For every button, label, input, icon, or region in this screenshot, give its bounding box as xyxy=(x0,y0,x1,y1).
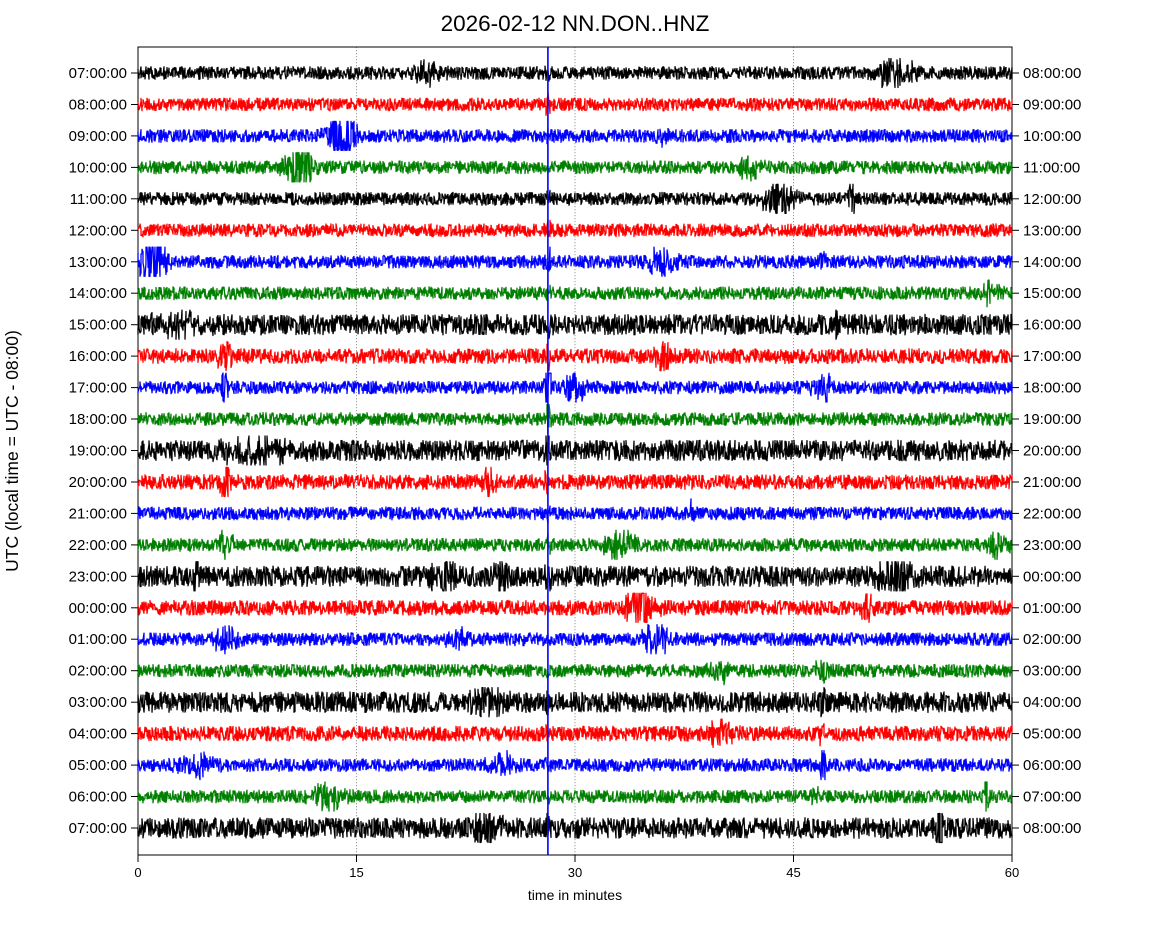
svg-text:00:00:00: 00:00:00 xyxy=(1023,568,1081,585)
svg-text:19:00:00: 19:00:00 xyxy=(69,443,127,460)
svg-text:07:00:00: 07:00:00 xyxy=(1023,789,1081,806)
svg-text:03:00:00: 03:00:00 xyxy=(1023,663,1081,680)
svg-text:04:00:00: 04:00:00 xyxy=(1023,694,1081,711)
svg-text:08:00:00: 08:00:00 xyxy=(1023,65,1081,82)
svg-text:11:00:00: 11:00:00 xyxy=(1023,159,1080,176)
svg-text:12:00:00: 12:00:00 xyxy=(69,222,127,239)
svg-text:22:00:00: 22:00:00 xyxy=(1023,505,1081,522)
svg-text:13:00:00: 13:00:00 xyxy=(69,254,127,271)
svg-text:06:00:00: 06:00:00 xyxy=(1023,757,1081,774)
svg-text:00:00:00: 00:00:00 xyxy=(69,600,127,617)
svg-text:06:00:00: 06:00:00 xyxy=(69,789,127,806)
svg-text:02:00:00: 02:00:00 xyxy=(1023,631,1081,648)
svg-text:23:00:00: 23:00:00 xyxy=(69,568,127,585)
svg-text:17:00:00: 17:00:00 xyxy=(1023,348,1081,365)
svg-text:02:00:00: 02:00:00 xyxy=(69,663,127,680)
svg-text:11:00:00: 11:00:00 xyxy=(70,191,127,208)
svg-text:05:00:00: 05:00:00 xyxy=(1023,726,1081,743)
svg-text:time in minutes: time in minutes xyxy=(528,887,622,903)
svg-text:2026-02-12 NN.DON..HNZ: 2026-02-12 NN.DON..HNZ xyxy=(441,11,710,36)
svg-text:18:00:00: 18:00:00 xyxy=(1023,380,1081,397)
svg-text:07:00:00: 07:00:00 xyxy=(69,820,127,837)
svg-text:0: 0 xyxy=(134,865,141,880)
svg-text:09:00:00: 09:00:00 xyxy=(1023,97,1081,114)
svg-text:10:00:00: 10:00:00 xyxy=(69,159,127,176)
svg-text:01:00:00: 01:00:00 xyxy=(69,631,127,648)
svg-text:15: 15 xyxy=(349,865,363,880)
svg-text:07:00:00: 07:00:00 xyxy=(69,65,127,82)
svg-text:30: 30 xyxy=(568,865,582,880)
svg-text:12:00:00: 12:00:00 xyxy=(1023,191,1081,208)
svg-text:08:00:00: 08:00:00 xyxy=(69,97,127,114)
svg-text:17:00:00: 17:00:00 xyxy=(69,380,127,397)
svg-text:20:00:00: 20:00:00 xyxy=(1023,443,1081,460)
svg-text:15:00:00: 15:00:00 xyxy=(1023,285,1081,302)
svg-text:23:00:00: 23:00:00 xyxy=(1023,537,1081,554)
svg-text:15:00:00: 15:00:00 xyxy=(69,317,127,334)
svg-text:UTC (local time = UTC - 08:00): UTC (local time = UTC - 08:00) xyxy=(2,330,22,572)
svg-text:14:00:00: 14:00:00 xyxy=(69,285,127,302)
svg-text:18:00:00: 18:00:00 xyxy=(69,411,127,428)
svg-text:60: 60 xyxy=(1005,865,1019,880)
svg-text:04:00:00: 04:00:00 xyxy=(69,726,127,743)
svg-text:19:00:00: 19:00:00 xyxy=(1023,411,1081,428)
svg-text:14:00:00: 14:00:00 xyxy=(1023,254,1081,271)
svg-text:22:00:00: 22:00:00 xyxy=(69,537,127,554)
svg-text:45: 45 xyxy=(786,865,800,880)
svg-text:08:00:00: 08:00:00 xyxy=(1023,820,1081,837)
svg-text:05:00:00: 05:00:00 xyxy=(69,757,127,774)
svg-text:10:00:00: 10:00:00 xyxy=(1023,128,1081,145)
svg-text:21:00:00: 21:00:00 xyxy=(69,505,127,522)
svg-text:13:00:00: 13:00:00 xyxy=(1023,222,1081,239)
svg-text:20:00:00: 20:00:00 xyxy=(69,474,127,491)
svg-text:09:00:00: 09:00:00 xyxy=(69,128,127,145)
svg-text:16:00:00: 16:00:00 xyxy=(1023,317,1081,334)
svg-text:16:00:00: 16:00:00 xyxy=(69,348,127,365)
svg-text:03:00:00: 03:00:00 xyxy=(69,694,127,711)
svg-text:21:00:00: 21:00:00 xyxy=(1023,474,1081,491)
svg-text:01:00:00: 01:00:00 xyxy=(1023,600,1081,617)
